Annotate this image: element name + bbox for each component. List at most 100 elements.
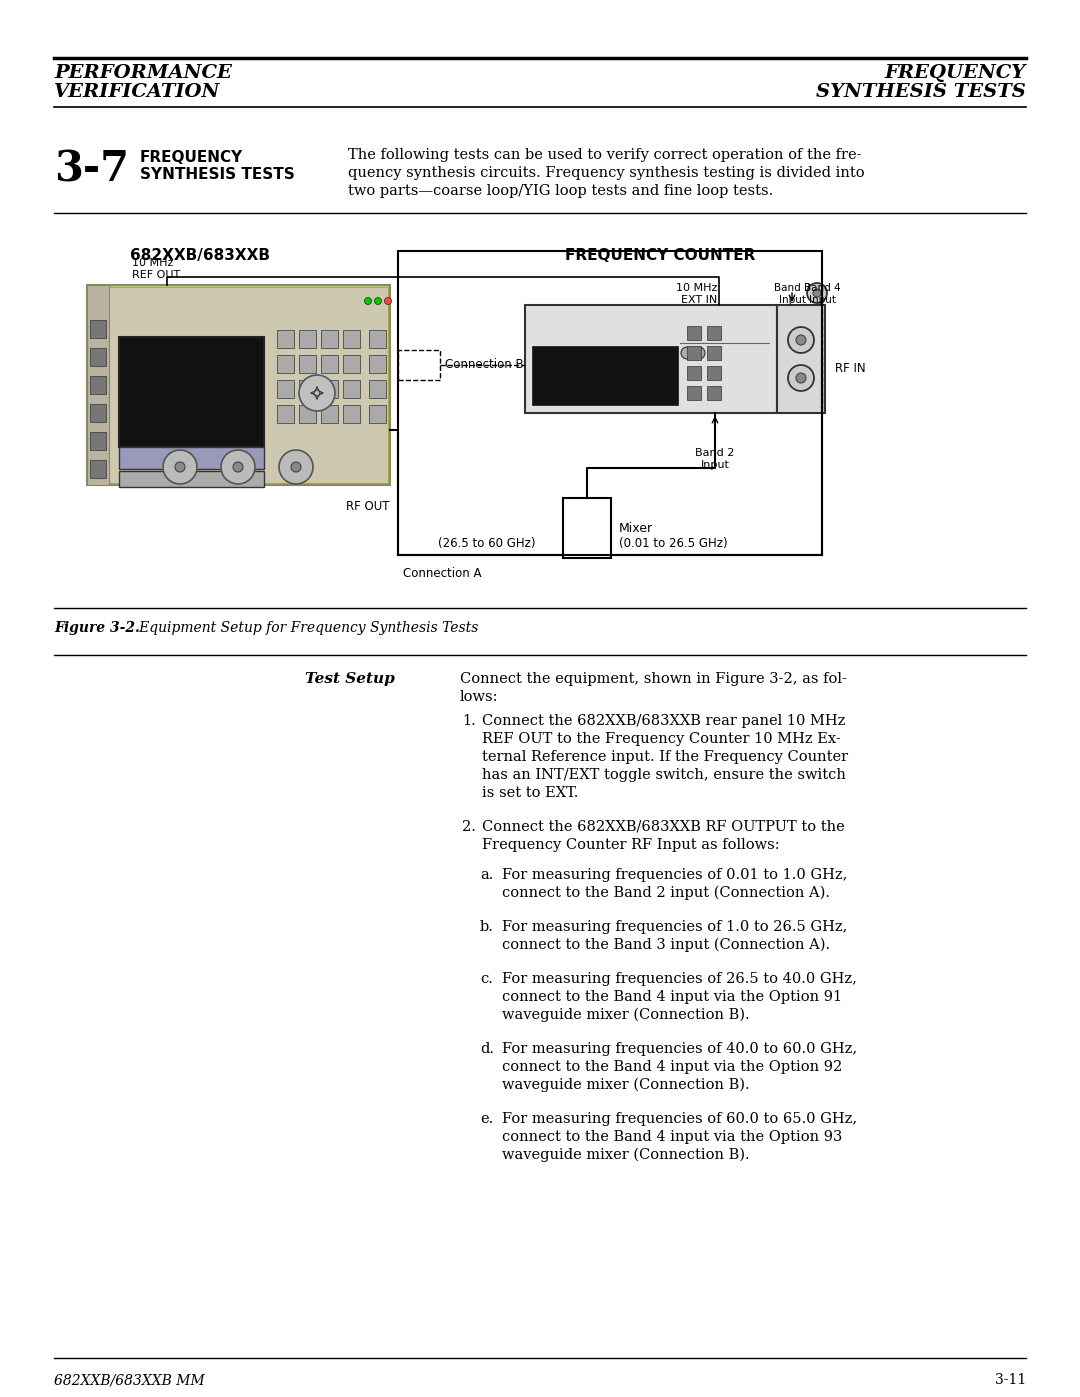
Text: Test Setup: Test Setup xyxy=(306,672,395,686)
Text: SYNTHESIS TESTS: SYNTHESIS TESTS xyxy=(816,82,1026,101)
Text: FREQUENCY: FREQUENCY xyxy=(885,64,1026,82)
Text: FREQUENCY COUNTER: FREQUENCY COUNTER xyxy=(565,249,755,263)
Bar xyxy=(89,286,388,483)
Circle shape xyxy=(365,298,372,305)
Bar xyxy=(321,405,338,423)
Circle shape xyxy=(813,289,821,298)
Text: b.: b. xyxy=(480,921,494,935)
Bar xyxy=(299,380,316,398)
Text: waveguide mixer (Connection B).: waveguide mixer (Connection B). xyxy=(502,1009,750,1023)
Text: PERFORMANCE: PERFORMANCE xyxy=(54,64,232,82)
Text: lows:: lows: xyxy=(460,690,499,704)
Bar xyxy=(534,346,678,405)
Bar xyxy=(321,355,338,373)
Text: e.: e. xyxy=(480,1112,494,1126)
Text: FREQUENCY: FREQUENCY xyxy=(140,149,243,165)
Circle shape xyxy=(233,462,243,472)
Text: Figure 3-2.: Figure 3-2. xyxy=(54,622,140,636)
Circle shape xyxy=(384,298,391,305)
Bar xyxy=(525,305,777,414)
Text: waveguide mixer (Connection B).: waveguide mixer (Connection B). xyxy=(502,1148,750,1162)
Text: 3-7: 3-7 xyxy=(54,148,129,190)
Bar xyxy=(90,320,106,338)
Text: has an INT/EXT toggle switch, ensure the switch: has an INT/EXT toggle switch, ensure the… xyxy=(482,768,846,782)
Text: Connect the 682XXB/683XXB rear panel 10 MHz: Connect the 682XXB/683XXB rear panel 10 … xyxy=(482,714,846,728)
Bar xyxy=(299,405,316,423)
Text: 682XXB/683XXB: 682XXB/683XXB xyxy=(130,249,270,263)
Bar xyxy=(369,380,386,398)
Bar xyxy=(343,330,360,348)
Bar xyxy=(119,337,264,447)
Bar xyxy=(276,330,294,348)
Text: For measuring frequencies of 1.0 to 26.5 GHz,: For measuring frequencies of 1.0 to 26.5… xyxy=(502,921,848,935)
Bar xyxy=(343,380,360,398)
Circle shape xyxy=(788,365,814,391)
Bar xyxy=(90,348,106,366)
Bar xyxy=(119,447,264,469)
Text: Band 4
Input: Band 4 Input xyxy=(804,284,840,305)
Bar xyxy=(399,351,440,380)
Text: 2.: 2. xyxy=(462,820,476,834)
Text: a.: a. xyxy=(480,868,494,882)
Bar xyxy=(563,497,611,557)
Bar xyxy=(369,355,386,373)
Bar xyxy=(687,326,701,339)
Circle shape xyxy=(163,450,197,483)
Text: ternal Reference input. If the Frequency Counter: ternal Reference input. If the Frequency… xyxy=(482,750,848,764)
Text: SYNTHESIS TESTS: SYNTHESIS TESTS xyxy=(140,168,295,182)
Text: For measuring frequencies of 40.0 to 60.0 GHz,: For measuring frequencies of 40.0 to 60.… xyxy=(502,1042,858,1056)
Text: connect to the Band 4 input via the Option 92: connect to the Band 4 input via the Opti… xyxy=(502,1060,842,1074)
Bar xyxy=(707,326,721,339)
Bar xyxy=(343,405,360,423)
Circle shape xyxy=(807,284,827,303)
Bar xyxy=(276,355,294,373)
Text: Connection A: Connection A xyxy=(403,567,482,580)
Bar xyxy=(119,471,264,488)
Text: Connection B: Connection B xyxy=(445,359,524,372)
Bar xyxy=(276,405,294,423)
Bar xyxy=(90,376,106,394)
Circle shape xyxy=(693,346,705,359)
Bar xyxy=(707,366,721,380)
Text: connect to the Band 3 input (Connection A).: connect to the Band 3 input (Connection … xyxy=(502,937,831,953)
Text: Connect the equipment, shown in Figure 3-2, as fol-: Connect the equipment, shown in Figure 3… xyxy=(460,672,847,686)
Text: (0.01 to 26.5 GHz): (0.01 to 26.5 GHz) xyxy=(619,536,728,550)
Bar xyxy=(399,251,822,555)
Bar xyxy=(87,285,109,485)
Bar xyxy=(299,355,316,373)
Text: RF OUT: RF OUT xyxy=(347,500,390,513)
Text: two parts—coarse loop/YIG loop tests and fine loop tests.: two parts—coarse loop/YIG loop tests and… xyxy=(348,184,773,198)
Text: Band 2
Input: Band 2 Input xyxy=(696,448,734,469)
Text: 682XXB/683XXB MM: 682XXB/683XXB MM xyxy=(54,1373,205,1387)
Bar xyxy=(707,386,721,400)
Bar xyxy=(687,346,701,360)
Text: d.: d. xyxy=(480,1042,494,1056)
Text: connect to the Band 2 input (Connection A).: connect to the Band 2 input (Connection … xyxy=(502,886,831,901)
Bar xyxy=(343,355,360,373)
Text: 10 MHz
REF OUT: 10 MHz REF OUT xyxy=(132,257,180,279)
Text: 1.: 1. xyxy=(462,714,476,728)
Bar xyxy=(707,346,721,360)
Circle shape xyxy=(375,298,381,305)
Circle shape xyxy=(796,373,806,383)
Bar xyxy=(90,404,106,422)
Circle shape xyxy=(299,374,335,411)
Text: Frequency Counter RF Input as follows:: Frequency Counter RF Input as follows: xyxy=(482,838,780,852)
Text: connect to the Band 4 input via the Option 93: connect to the Band 4 input via the Opti… xyxy=(502,1130,842,1144)
Text: RF IN: RF IN xyxy=(835,362,866,376)
Circle shape xyxy=(681,346,693,359)
Text: Equipment Setup for Frequency Synthesis Tests: Equipment Setup for Frequency Synthesis … xyxy=(126,622,478,636)
Circle shape xyxy=(221,450,255,483)
Circle shape xyxy=(788,327,814,353)
Text: VERIFICATION: VERIFICATION xyxy=(54,82,220,101)
Text: REF OUT to the Frequency Counter 10 MHz Ex-: REF OUT to the Frequency Counter 10 MHz … xyxy=(482,732,840,746)
Text: is set to EXT.: is set to EXT. xyxy=(482,787,579,800)
Text: c.: c. xyxy=(480,972,492,986)
Text: For measuring frequencies of 60.0 to 65.0 GHz,: For measuring frequencies of 60.0 to 65.… xyxy=(502,1112,858,1126)
Circle shape xyxy=(796,335,806,345)
Bar xyxy=(87,285,390,485)
Text: quency synthesis circuits. Frequency synthesis testing is divided into: quency synthesis circuits. Frequency syn… xyxy=(348,166,865,180)
Bar xyxy=(687,386,701,400)
Text: The following tests can be used to verify correct operation of the fre-: The following tests can be used to verif… xyxy=(348,148,862,162)
Text: For measuring frequencies of 0.01 to 1.0 GHz,: For measuring frequencies of 0.01 to 1.0… xyxy=(502,868,848,882)
